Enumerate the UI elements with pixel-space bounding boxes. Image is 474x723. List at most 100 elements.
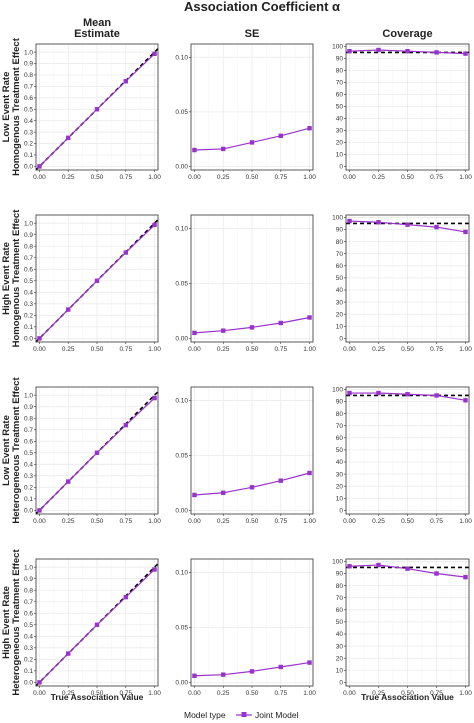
y-tick-label: 0.1 [24,668,33,675]
x-tick-label: 0.00 [343,174,356,181]
y-tick-label: 40 [336,459,344,466]
row-header-2-1: Heterogeneous Treatment Effect [11,377,22,524]
y-tick-label: 0.1 [24,324,33,331]
x-tick-label: 0.50 [401,518,414,525]
y-tick-label: 0.5 [24,622,33,629]
y-tick-label: 20 [336,311,344,318]
x-tick-label: 0.75 [430,518,443,525]
y-tick-label: 30 [336,299,344,306]
data-point [94,278,100,283]
y-tick-label: 0.00 [175,336,188,343]
panel-2-mean: 0.00 0.25 0.50 0.75 1.00 0.0 0.1 0.2 0.3 0.4 0.5 0.… [24,386,161,525]
legend-title: Model type [184,710,226,720]
panel-2-se: 0.00 0.25 0.50 0.75 1.00 0.00 0.05 0.10 [175,386,316,525]
data-point [376,562,381,568]
x-tick-label: 0.25 [62,690,75,697]
data-point [192,147,197,153]
x-tick-label: 0.75 [430,690,443,697]
row-header-1-1: Homogenous Treatment Effect [11,209,22,348]
data-point [66,307,71,312]
data-point [94,107,100,112]
panel-border [35,214,159,343]
y-tick-label: 0.05 [175,625,188,632]
x-tick-label: 0.00 [343,346,356,353]
data-point [307,126,312,131]
y-tick-label: 0.6 [24,610,33,617]
x-tick-label: 1.00 [459,346,472,353]
y-tick-label: 0.2 [24,141,33,148]
y-tick-label: 30 [336,643,344,650]
x-tick-label: 0.00 [33,518,46,525]
y-tick-label: 0.9 [24,61,33,68]
y-tick-label: 0.05 [175,281,188,288]
data-point [66,135,71,141]
y-tick-label: 0.8 [24,72,33,79]
y-tick-label: 90 [336,227,344,234]
row-headers: Low Event Rate Homogenous Treatment Effec… [1,37,22,695]
y-tick-label: 0.00 [175,164,188,171]
y-tick-label: 0.4 [24,118,33,125]
data-point [463,51,468,56]
y-tick-label: 100 [332,559,343,566]
legend-marker [241,712,247,717]
panel-border [190,386,314,515]
data-point [192,673,197,678]
x-tick-label: 0.50 [401,346,414,353]
x-tick-label: 1.00 [148,346,161,353]
data-point [123,594,128,600]
panel-border [345,386,470,515]
data-point [278,478,283,483]
y-tick-label: 10 [336,495,344,502]
y-tick-label: 50 [336,275,344,282]
y-tick-label: 0.7 [24,255,33,262]
x-tick-label: 0.00 [188,690,201,697]
data-point [152,395,157,401]
y-tick-label: 0.05 [175,109,188,116]
panel-1-mean: 0.00 0.25 0.50 0.75 1.00 0.0 0.1 0.2 0.3 0.4 0.5 0.… [24,214,161,353]
x-tick-label: 0.75 [119,518,132,525]
panels: 0.00 0.25 0.50 0.75 1.000.00.10.20.30.40.50.… [24,44,472,697]
y-tick-label: 1.0 [24,392,33,399]
x-tick-label: 0.25 [217,690,230,697]
data-point [221,328,226,333]
row-header-3-1: Heterogeneous Treatment Effect [11,549,22,696]
column-header-1: SE [245,28,260,40]
y-tick-label: 60 [336,435,344,442]
y-tick-label: 80 [336,68,344,75]
data-point [463,574,468,580]
y-tick-label: 0.10 [175,570,188,577]
x-tick-label: 0.75 [274,174,287,181]
y-tick-label: 10 [336,667,344,674]
y-tick-label: 1.0 [24,49,33,56]
x-tick-label: 0.50 [246,346,259,353]
y-tick-label: 0.9 [24,576,33,583]
data-point [463,229,468,235]
y-tick-label: 0.2 [24,313,33,320]
y-tick-label: 1.0 [24,220,33,227]
y-tick-label: 0.6 [24,95,33,102]
x-axis-label: True Association Value [51,692,144,702]
row-header-0-0: Low Event Rate [1,72,12,143]
data-point [152,51,157,57]
x-tick-label: 0.25 [372,346,385,353]
x-tick-label: 1.00 [148,518,161,525]
x-tick-label: 0.75 [274,346,287,353]
y-tick-label: 30 [336,128,344,135]
x-tick-label: 0.25 [372,174,385,181]
panel-0-mean: 0.00 0.25 0.50 0.75 1.00 0.0 0.1 0.2 0.3 0.4 0.5 0.… [24,43,161,181]
data-point [347,218,352,224]
data-point [405,49,410,54]
x-tick-label: 0.50 [91,174,104,181]
y-tick-label: 40 [336,631,344,638]
data-point [123,79,128,84]
y-tick-label: 0.6 [24,438,33,445]
y-tick-label: 0.7 [24,84,33,91]
y-tick-label: 0.2 [24,657,33,664]
y-tick-label: 0.0 [24,336,33,343]
y-tick-label: 0.5 [24,278,33,285]
x-tick-label: 0.25 [372,518,385,525]
data-point [347,49,352,54]
x-axis-labels: True Association Value True Association V… [51,692,455,702]
data-point [123,250,128,255]
